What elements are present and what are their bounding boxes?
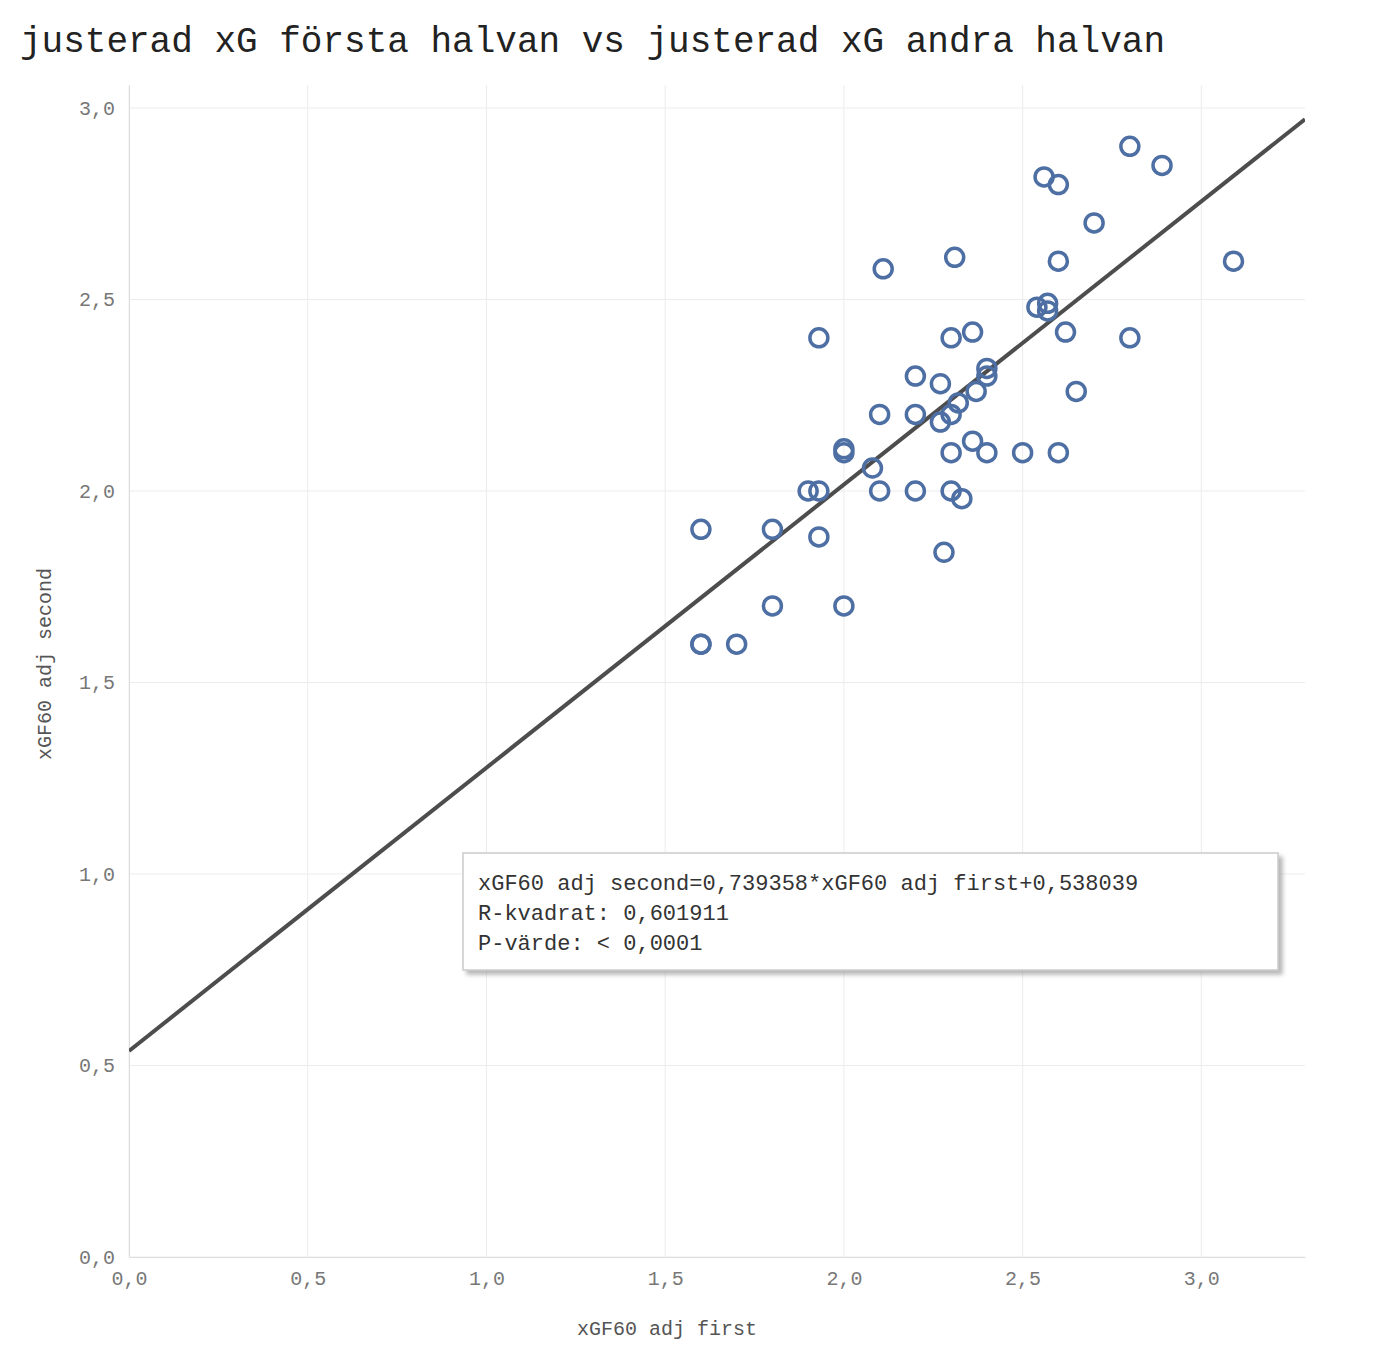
point (810, 329, 828, 347)
y-tick: 0,5 (79, 1055, 129, 1078)
y-tick: 2,0 (79, 481, 129, 504)
grid-line (307, 85, 308, 1257)
grid-line (129, 490, 1305, 491)
point (835, 597, 853, 615)
grid-line (129, 1257, 1305, 1258)
grid-line (129, 107, 1305, 108)
point (692, 635, 710, 653)
point (871, 405, 889, 423)
title: justerad xG första halvan vs justerad xG… (20, 22, 1165, 63)
point (1028, 298, 1046, 316)
y-tick-label: 3,0 (79, 98, 115, 121)
grid-line (129, 1065, 1305, 1066)
x-tick-label: 1,0 (469, 1268, 505, 1291)
x-tick: 2,0 (826, 1257, 862, 1291)
point (978, 367, 996, 385)
y-tick-label: 0,5 (79, 1055, 115, 1078)
point (1049, 252, 1067, 270)
grid-line (129, 682, 1305, 683)
point (810, 482, 828, 500)
grid-line (486, 85, 487, 1257)
point (1057, 323, 1075, 341)
chart: justerad xG första halvan vs justerad xG… (0, 0, 1378, 1368)
point (935, 543, 953, 561)
trend-line (129, 119, 1305, 1051)
x-tick-label: 1,5 (648, 1268, 684, 1291)
grid (129, 85, 1305, 1257)
point (949, 394, 967, 412)
grid-line (129, 299, 1305, 300)
point (1225, 252, 1243, 270)
annotation: xGF60 adj second=0,739358*xGF60 adj firs… (463, 853, 1278, 970)
point (1085, 214, 1103, 232)
y-axis-line (129, 86, 130, 1258)
point (763, 520, 781, 538)
x-tick: 1,5 (648, 1257, 684, 1291)
annotation-text: xGF60 adj second=0,739358*xGF60 adj firs… (478, 872, 1138, 897)
y-tick-label: 2,0 (79, 481, 115, 504)
point (931, 375, 949, 393)
y-axis: 0,0 0,5 1,0 1,5 2,0 2,5 3,0 (79, 86, 130, 1270)
y-tick-label: 1,0 (79, 864, 115, 887)
point (763, 597, 781, 615)
x-tick: 1,0 (469, 1257, 505, 1291)
grid-line (1201, 85, 1202, 1257)
annotation-text: P-värde: < 0,0001 (478, 932, 702, 957)
point (953, 490, 971, 508)
point (728, 635, 746, 653)
point (1014, 444, 1032, 462)
grid-line (665, 85, 666, 1257)
y-tick-label: 1,5 (79, 672, 115, 695)
point (978, 444, 996, 462)
point (863, 459, 881, 477)
point (1049, 444, 1067, 462)
y-tick: 2,5 (79, 289, 129, 312)
point (692, 635, 710, 653)
y-tick: 0,0 (79, 1247, 129, 1270)
plot-area (129, 119, 1305, 1051)
x-tick-label: 3,0 (1184, 1268, 1220, 1291)
x-tick-label: 2,5 (1005, 1268, 1041, 1291)
y-axis-title: xGF60 adj second (34, 568, 57, 760)
point (1049, 176, 1067, 194)
point (874, 260, 892, 278)
point (946, 248, 964, 266)
x-tick-label: 0,0 (111, 1268, 147, 1291)
point (692, 520, 710, 538)
y-tick: 1,5 (79, 672, 129, 695)
y-tick: 1,0 (79, 864, 129, 887)
y-tick-label: 0,0 (79, 1247, 115, 1270)
point (1039, 302, 1057, 320)
grid-line (129, 85, 130, 1257)
x-tick-label: 2,0 (826, 1268, 862, 1291)
grid-line (1022, 85, 1023, 1257)
x-tick-label: 0,5 (290, 1268, 326, 1291)
x-tick: 2,5 (1005, 1257, 1041, 1291)
annotation-box (463, 853, 1278, 970)
point (1121, 329, 1139, 347)
point (810, 528, 828, 546)
x-tick: 0,5 (290, 1257, 326, 1291)
x-tick: 3,0 (1184, 1257, 1220, 1291)
y-tick-label: 2,5 (79, 289, 115, 312)
point (964, 323, 982, 341)
point (1121, 137, 1139, 155)
annotation-text: R-kvadrat: 0,601911 (478, 902, 729, 927)
point (835, 444, 853, 462)
grid-line (843, 85, 844, 1257)
x-axis-title: xGF60 adj first (577, 1318, 757, 1341)
point (942, 329, 960, 347)
point (871, 482, 889, 500)
point (942, 444, 960, 462)
point (1153, 156, 1171, 174)
y-tick: 3,0 (79, 98, 129, 121)
x-tick: 0,0 (111, 1257, 147, 1291)
point (906, 405, 924, 423)
point (906, 482, 924, 500)
x-axis-line (130, 1257, 1306, 1258)
point (906, 367, 924, 385)
x-axis: 0,0 0,5 1,0 1,5 2,0 2,5 3,0 (111, 1257, 1305, 1291)
point (1067, 382, 1085, 400)
